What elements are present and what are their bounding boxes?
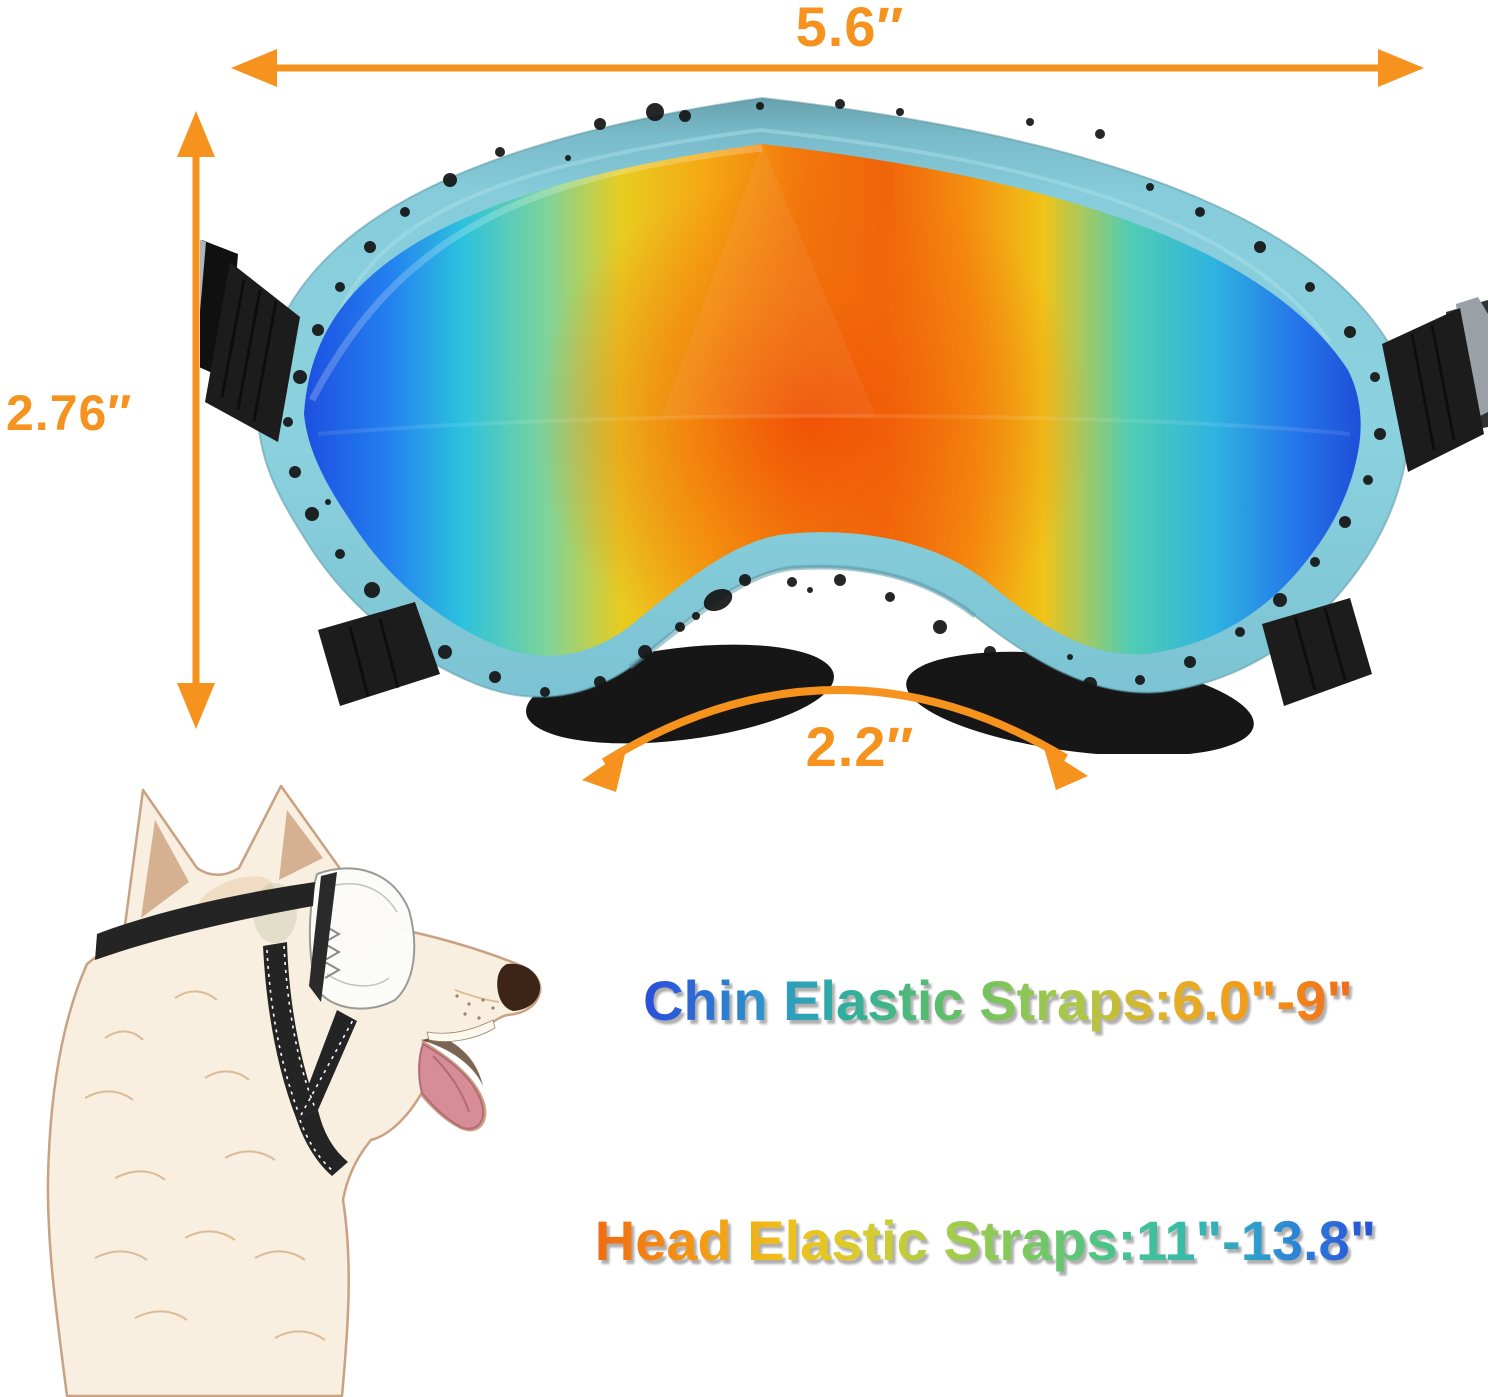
goggle-lens: [304, 144, 1361, 656]
chin-strap-spec-text: Chin Elastic Straps:6.0"-9": [548, 962, 1448, 1042]
width-double-arrow-icon: [231, 49, 1424, 87]
strap-right-lower: [1262, 598, 1372, 706]
dog-mouth-tongue: [418, 1019, 496, 1130]
height-double-arrow-icon: [177, 111, 215, 729]
dog-nose: [497, 963, 541, 1011]
width-dimension-label: 5.6″: [795, 0, 905, 58]
strap-left-lower: [318, 602, 440, 706]
goggles-illustration: [200, 96, 1488, 754]
head-strap-spec-text: Head Elastic Straps:11"-13.8": [488, 1202, 1483, 1286]
strap-left-upper: [200, 239, 300, 442]
bridge-curved-double-arrow-icon: [582, 686, 1088, 792]
height-dimension-label: 2.76″: [6, 385, 133, 441]
bridge-dimension-label: 2.2″: [805, 715, 915, 778]
strap-right-upper: [1382, 297, 1488, 472]
dog-straps: [95, 882, 357, 1176]
dog-goggle: [308, 867, 416, 1010]
dog-illustration: [46, 784, 542, 1397]
